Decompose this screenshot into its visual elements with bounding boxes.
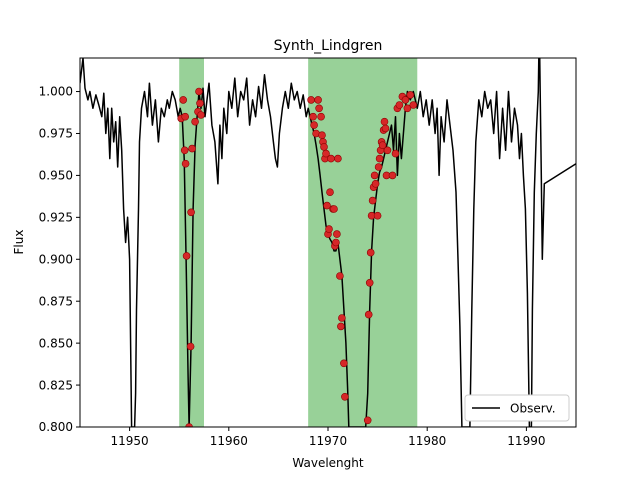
data-point xyxy=(315,104,323,113)
data-point xyxy=(185,423,193,427)
data-point xyxy=(381,124,390,133)
x-tick-label: 11990 xyxy=(507,434,545,448)
data-point xyxy=(195,87,203,96)
data-point xyxy=(406,91,415,99)
data-point xyxy=(374,163,383,171)
data-point xyxy=(337,322,345,331)
data-point xyxy=(383,146,392,155)
data-point xyxy=(363,416,372,425)
data-point xyxy=(330,205,338,213)
data-point xyxy=(364,310,373,319)
data-point xyxy=(403,104,412,113)
data-point xyxy=(326,188,334,196)
legend-label: Observ. xyxy=(510,402,556,416)
data-point xyxy=(373,211,382,220)
data-point xyxy=(186,342,195,351)
data-point xyxy=(334,154,342,163)
data-point xyxy=(409,101,418,109)
data-point xyxy=(180,146,189,155)
data-point xyxy=(332,238,340,247)
x-tick-label: 11970 xyxy=(309,434,347,448)
data-point xyxy=(371,180,380,188)
data-point xyxy=(341,392,349,401)
data-point xyxy=(395,101,404,109)
data-point xyxy=(181,159,190,168)
data-point xyxy=(388,171,397,180)
data-point xyxy=(187,208,195,217)
y-tick-label: 0.925 xyxy=(39,211,73,225)
data-point xyxy=(317,112,325,121)
data-point xyxy=(375,154,384,163)
data-point xyxy=(370,171,379,180)
data-point xyxy=(181,112,189,121)
data-point xyxy=(197,111,205,119)
y-tick-label: 0.800 xyxy=(39,420,73,434)
y-tick-label: 0.850 xyxy=(39,336,73,350)
y-tick-label: 0.975 xyxy=(39,127,73,141)
x-tick-label: 11950 xyxy=(111,434,149,448)
y-tick-label: 1.000 xyxy=(39,85,73,99)
data-point xyxy=(336,272,344,280)
x-axis-label: Wavelenght xyxy=(292,456,363,470)
y-tick-label: 0.950 xyxy=(39,169,73,183)
data-point xyxy=(309,112,317,121)
data-point xyxy=(191,117,199,126)
y-tick-label: 0.825 xyxy=(39,378,73,392)
data-point xyxy=(365,278,374,287)
x-tick-label: 11960 xyxy=(210,434,248,448)
data-point xyxy=(366,248,375,257)
x-tick-label: 11980 xyxy=(408,434,446,448)
data-point xyxy=(338,314,346,322)
legend-box xyxy=(464,394,570,422)
data-point xyxy=(340,359,348,368)
y-tick-label: 0.900 xyxy=(39,252,73,266)
highlight-bands xyxy=(179,58,418,427)
data-point xyxy=(182,252,191,260)
data-point xyxy=(320,143,328,151)
y-axis-ticks: 0.800 0.825 0.850 0.875 0.900 0.925 0.950 0.975… xyxy=(39,85,80,434)
data-point xyxy=(318,131,326,139)
data-point xyxy=(391,149,400,158)
data-point xyxy=(323,201,331,210)
data-point xyxy=(322,149,330,158)
data-point xyxy=(401,96,410,104)
data-point xyxy=(307,96,315,104)
data-point xyxy=(325,225,333,233)
x-axis-ticks: 11950 11960 11970 11980 11990 xyxy=(111,427,545,448)
data-point xyxy=(196,99,204,108)
data-point xyxy=(378,141,387,149)
data-point xyxy=(368,196,377,205)
y-tick-label: 0.875 xyxy=(39,294,73,308)
y-axis-label: Flux xyxy=(12,230,26,255)
data-point xyxy=(310,121,318,129)
data-point xyxy=(314,96,322,104)
data-point xyxy=(188,144,196,153)
fitted-points-layer xyxy=(177,87,418,427)
data-point xyxy=(333,230,341,238)
data-point xyxy=(179,96,187,104)
chart-title: Synth_Lindgren xyxy=(274,38,383,54)
data-point xyxy=(380,117,389,126)
legend: Observ. xyxy=(464,394,570,422)
highlight-band-2 xyxy=(308,58,418,427)
data-point xyxy=(327,154,335,163)
